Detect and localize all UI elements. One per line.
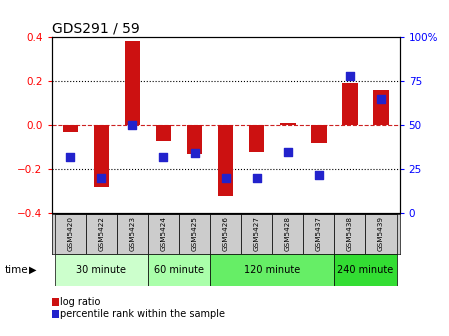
Bar [187,125,202,154]
Point [129,122,136,128]
Text: GSM5420: GSM5420 [67,216,73,251]
Point [253,175,260,181]
Bar [86,214,117,254]
Point [160,154,167,160]
Bar [335,214,365,254]
Text: GSM5423: GSM5423 [129,216,136,251]
Text: time: time [4,265,28,275]
Bar [55,254,148,286]
Bar [342,83,358,125]
Text: GSM5439: GSM5439 [378,216,384,251]
Bar [241,214,272,254]
Text: log ratio: log ratio [60,297,101,307]
Text: 60 minute: 60 minute [154,265,204,275]
Bar [156,125,171,140]
Text: 120 minute: 120 minute [244,265,300,275]
Bar [62,125,78,132]
Bar [148,254,210,286]
Text: GSM5424: GSM5424 [160,216,167,251]
Text: percentile rank within the sample: percentile rank within the sample [60,309,225,319]
Text: GDS291 / 59: GDS291 / 59 [52,22,139,36]
Bar [117,214,148,254]
Bar [365,214,396,254]
Bar [249,125,264,152]
Point [315,172,322,177]
Point [346,73,353,78]
Bar [179,214,210,254]
Point [284,149,291,154]
Text: GSM5438: GSM5438 [347,216,353,251]
Bar [210,214,241,254]
Text: GSM5425: GSM5425 [192,216,198,251]
Text: ▶: ▶ [29,265,37,275]
Bar [210,254,335,286]
Text: GSM5427: GSM5427 [254,216,260,251]
Bar [148,214,179,254]
Point [67,154,74,160]
Bar [280,123,295,125]
Bar [218,125,233,196]
Text: 240 minute: 240 minute [337,265,394,275]
Point [222,175,229,181]
Text: GSM5437: GSM5437 [316,216,322,251]
Bar [335,254,396,286]
Bar [272,214,303,254]
Bar [125,41,140,125]
Bar [55,214,86,254]
Bar [93,125,109,187]
Bar [303,214,335,254]
Text: GSM5428: GSM5428 [285,216,291,251]
Point [377,96,384,101]
Point [98,175,105,181]
Text: 30 minute: 30 minute [76,265,126,275]
Bar [311,125,326,143]
Point [191,151,198,156]
Text: GSM5422: GSM5422 [98,216,104,251]
Bar [373,90,389,125]
Text: GSM5426: GSM5426 [223,216,229,251]
